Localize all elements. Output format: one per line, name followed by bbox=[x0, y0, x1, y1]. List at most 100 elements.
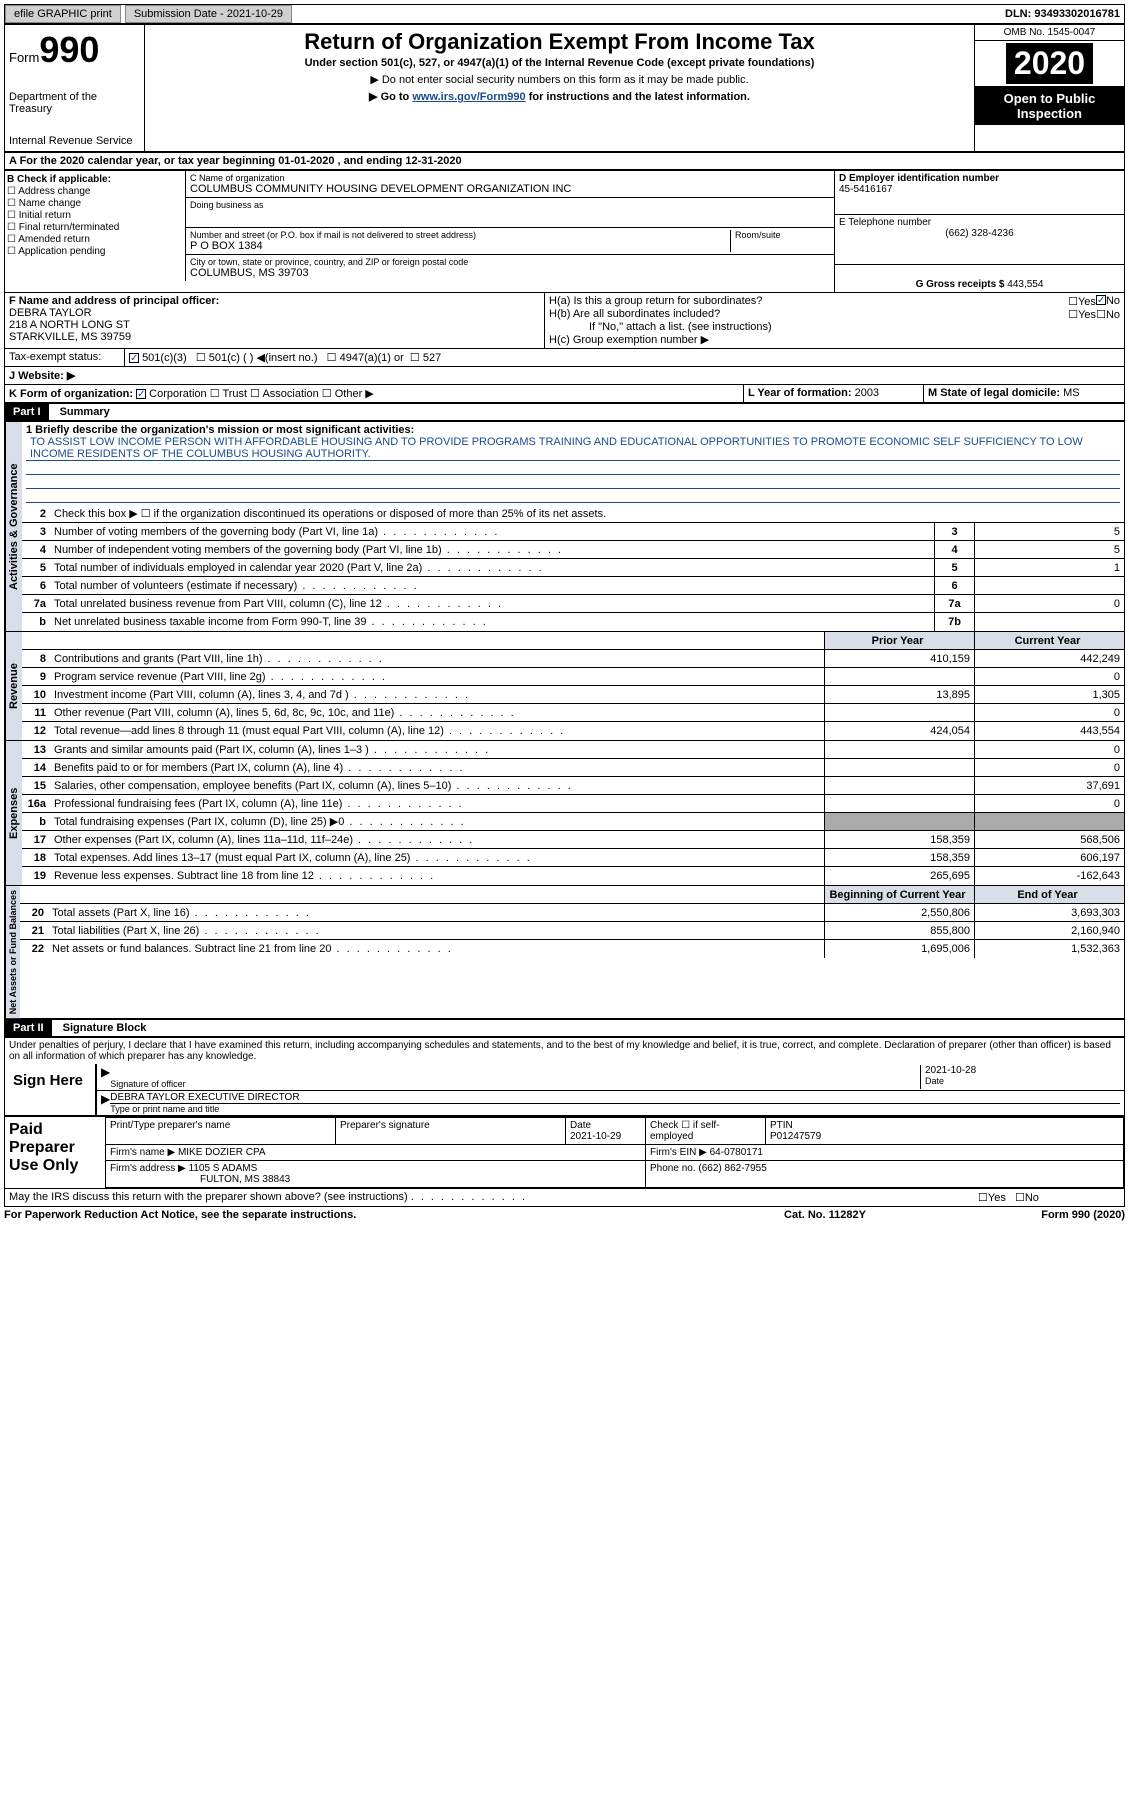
part2-header-row: Part II Signature Block bbox=[4, 1019, 1125, 1037]
chk-name[interactable]: ☐ Name change bbox=[7, 198, 183, 209]
dept-treasury: Department of the Treasury bbox=[9, 91, 140, 115]
hb-no[interactable]: ☐No bbox=[1096, 308, 1120, 321]
table-row: 6Total number of volunteers (estimate if… bbox=[22, 577, 1124, 595]
city-state-zip: COLUMBUS, MS 39703 bbox=[190, 267, 830, 279]
table-row: 17Other expenses (Part IX, column (A), l… bbox=[22, 831, 1124, 849]
table-row: 21Total liabilities (Part X, line 26)855… bbox=[20, 922, 1124, 940]
ha-no-check[interactable] bbox=[1096, 295, 1106, 305]
hb-note: If "No," attach a list. (see instruction… bbox=[549, 321, 1120, 333]
firm-addr2: FULTON, MS 38843 bbox=[110, 1174, 290, 1185]
firm-ein: 64-0780171 bbox=[710, 1147, 763, 1158]
phone-label: E Telephone number bbox=[839, 217, 1120, 228]
prep-sig-label: Preparer's signature bbox=[340, 1120, 430, 1131]
prep-name-label: Print/Type preparer's name bbox=[110, 1120, 230, 1131]
chk-amended[interactable]: ☐ Amended return bbox=[7, 234, 183, 245]
chk-corp[interactable] bbox=[136, 389, 146, 399]
table-row: 5Total number of individuals employed in… bbox=[22, 559, 1124, 577]
tax-exempt-row: Tax-exempt status: 501(c)(3) ☐ 501(c) ( … bbox=[4, 349, 1125, 367]
table-row: 4Number of independent voting members of… bbox=[22, 541, 1124, 559]
vert-expenses: Expenses bbox=[5, 741, 22, 885]
chk-501c3[interactable] bbox=[129, 353, 139, 363]
table-row: bNet unrelated business taxable income f… bbox=[22, 613, 1124, 631]
table-row: 9Program service revenue (Part VIII, lin… bbox=[22, 668, 1124, 686]
table-row: 13Grants and similar amounts paid (Part … bbox=[22, 741, 1124, 759]
form-header: Form990 Department of the Treasury Inter… bbox=[4, 24, 1125, 152]
vert-net: Net Assets or Fund Balances bbox=[5, 886, 20, 1018]
table-row: 10Investment income (Part VIII, column (… bbox=[22, 686, 1124, 704]
irs-link[interactable]: www.irs.gov/Form990 bbox=[412, 91, 525, 103]
sign-here: Sign Here bbox=[5, 1064, 95, 1115]
city-label: City or town, state or province, country… bbox=[190, 257, 830, 267]
part1-header-row: Part I Summary bbox=[4, 403, 1125, 421]
hc-label: H(c) Group exemption number ▶ bbox=[549, 333, 1120, 346]
discuss-text: May the IRS discuss this return with the… bbox=[9, 1191, 408, 1203]
table-row: 7aTotal unrelated business revenue from … bbox=[22, 595, 1124, 613]
table-row: 14Benefits paid to or for members (Part … bbox=[22, 759, 1124, 777]
part1-badge: Part I bbox=[5, 404, 49, 420]
discuss-row: May the IRS discuss this return with the… bbox=[4, 1189, 1125, 1207]
chk-final[interactable]: ☐ Final return/terminated bbox=[7, 222, 183, 233]
chk-address[interactable]: ☐ Address change bbox=[7, 186, 183, 197]
chk-initial[interactable]: ☐ Initial return bbox=[7, 210, 183, 221]
section-b-header: B Check if applicable: bbox=[7, 174, 183, 185]
tax-exempt-label: Tax-exempt status: bbox=[5, 349, 125, 366]
section-klm: K Form of organization: Corporation ☐ Tr… bbox=[4, 385, 1125, 403]
ptin: P01247579 bbox=[770, 1131, 821, 1142]
footer-right: Form 990 (2020) bbox=[925, 1209, 1125, 1221]
m-label: M State of legal domicile: bbox=[928, 387, 1060, 399]
officer-addr1: 218 A NORTH LONG ST bbox=[9, 319, 540, 331]
firm-name: MIKE DOZIER CPA bbox=[178, 1147, 266, 1158]
website-row: J Website: ▶ bbox=[4, 367, 1125, 385]
k-label: K Form of organization: bbox=[9, 388, 133, 400]
footer-left: For Paperwork Reduction Act Notice, see … bbox=[4, 1209, 725, 1221]
check-self[interactable]: Check ☐ if self-employed bbox=[646, 1118, 766, 1145]
chk-pending[interactable]: ☐ Application pending bbox=[7, 246, 183, 257]
table-row: 8Contributions and grants (Part VIII, li… bbox=[22, 650, 1124, 668]
room-label: Room/suite bbox=[735, 230, 830, 240]
ha-yes[interactable]: ☐Yes bbox=[1068, 295, 1096, 308]
form-subtitle: Under section 501(c), 527, or 4947(a)(1)… bbox=[149, 57, 970, 69]
signature-block: Under penalties of perjury, I declare th… bbox=[4, 1037, 1125, 1116]
section-bcd: B Check if applicable: ☐ Address change … bbox=[4, 170, 1125, 293]
hb-yes[interactable]: ☐Yes bbox=[1068, 308, 1096, 321]
firm-phone: (662) 862-7955 bbox=[698, 1163, 766, 1174]
section-c: C Name of organization COLUMBUS COMMUNIT… bbox=[185, 171, 834, 292]
form-label: Form bbox=[9, 50, 39, 65]
table-row: 15Salaries, other compensation, employee… bbox=[22, 777, 1124, 795]
officer-label: F Name and address of principal officer: bbox=[9, 295, 540, 307]
line1-label: 1 Briefly describe the organization's mi… bbox=[26, 424, 414, 436]
phone-value: (662) 328-4236 bbox=[839, 228, 1120, 239]
mission-text: TO ASSIST LOW INCOME PERSON WITH AFFORDA… bbox=[26, 436, 1120, 461]
date-label: Date bbox=[925, 1076, 1120, 1086]
efile-button[interactable]: efile GRAPHIC print bbox=[5, 5, 121, 23]
table-row: 3Number of voting members of the governi… bbox=[22, 523, 1124, 541]
sig-officer-label: Signature of officer bbox=[110, 1079, 920, 1089]
revenue-section: Revenue Prior YearCurrent Year 8Contribu… bbox=[4, 632, 1125, 741]
ein-value: 45-5416167 bbox=[839, 184, 1120, 195]
sig-date: 2021-10-28 bbox=[925, 1065, 1120, 1076]
open-public: Open to Public Inspection bbox=[975, 87, 1124, 125]
officer-name-title: DEBRA TAYLOR EXECUTIVE DIRECTOR bbox=[110, 1092, 1120, 1103]
ssn-note: ▶ Do not enter social security numbers o… bbox=[149, 73, 970, 86]
table-row: 12Total revenue—add lines 8 through 11 (… bbox=[22, 722, 1124, 740]
table-row: 20Total assets (Part X, line 16)2,550,80… bbox=[20, 904, 1124, 922]
org-name-label: C Name of organization bbox=[190, 173, 830, 183]
table-row: 19Revenue less expenses. Subtract line 1… bbox=[22, 867, 1124, 885]
firm-addr1: 1105 S ADAMS bbox=[189, 1163, 258, 1174]
website-label: J Website: ▶ bbox=[5, 367, 1124, 384]
line-a: A For the 2020 calendar year, or tax yea… bbox=[4, 152, 1125, 170]
dba-label: Doing business as bbox=[190, 200, 830, 210]
table-row: bTotal fundraising expenses (Part IX, co… bbox=[22, 813, 1124, 831]
m-value: MS bbox=[1063, 387, 1080, 399]
officer-name: DEBRA TAYLOR bbox=[9, 307, 540, 319]
part2-title: Signature Block bbox=[55, 1022, 147, 1034]
addr-label: Number and street (or P.O. box if mail i… bbox=[190, 230, 730, 240]
section-d: D Employer identification number 45-5416… bbox=[834, 171, 1124, 292]
activities-section: Activities & Governance 1 Briefly descri… bbox=[4, 421, 1125, 632]
line2: Check this box ▶ ☐ if the organization d… bbox=[52, 506, 1124, 521]
end-year-hdr: End of Year bbox=[974, 886, 1124, 903]
omb-number: OMB No. 1545-0047 bbox=[975, 25, 1124, 41]
ein-label: D Employer identification number bbox=[839, 173, 1120, 184]
gross-label: G Gross receipts $ bbox=[916, 279, 1005, 290]
vert-activities: Activities & Governance bbox=[5, 422, 22, 631]
